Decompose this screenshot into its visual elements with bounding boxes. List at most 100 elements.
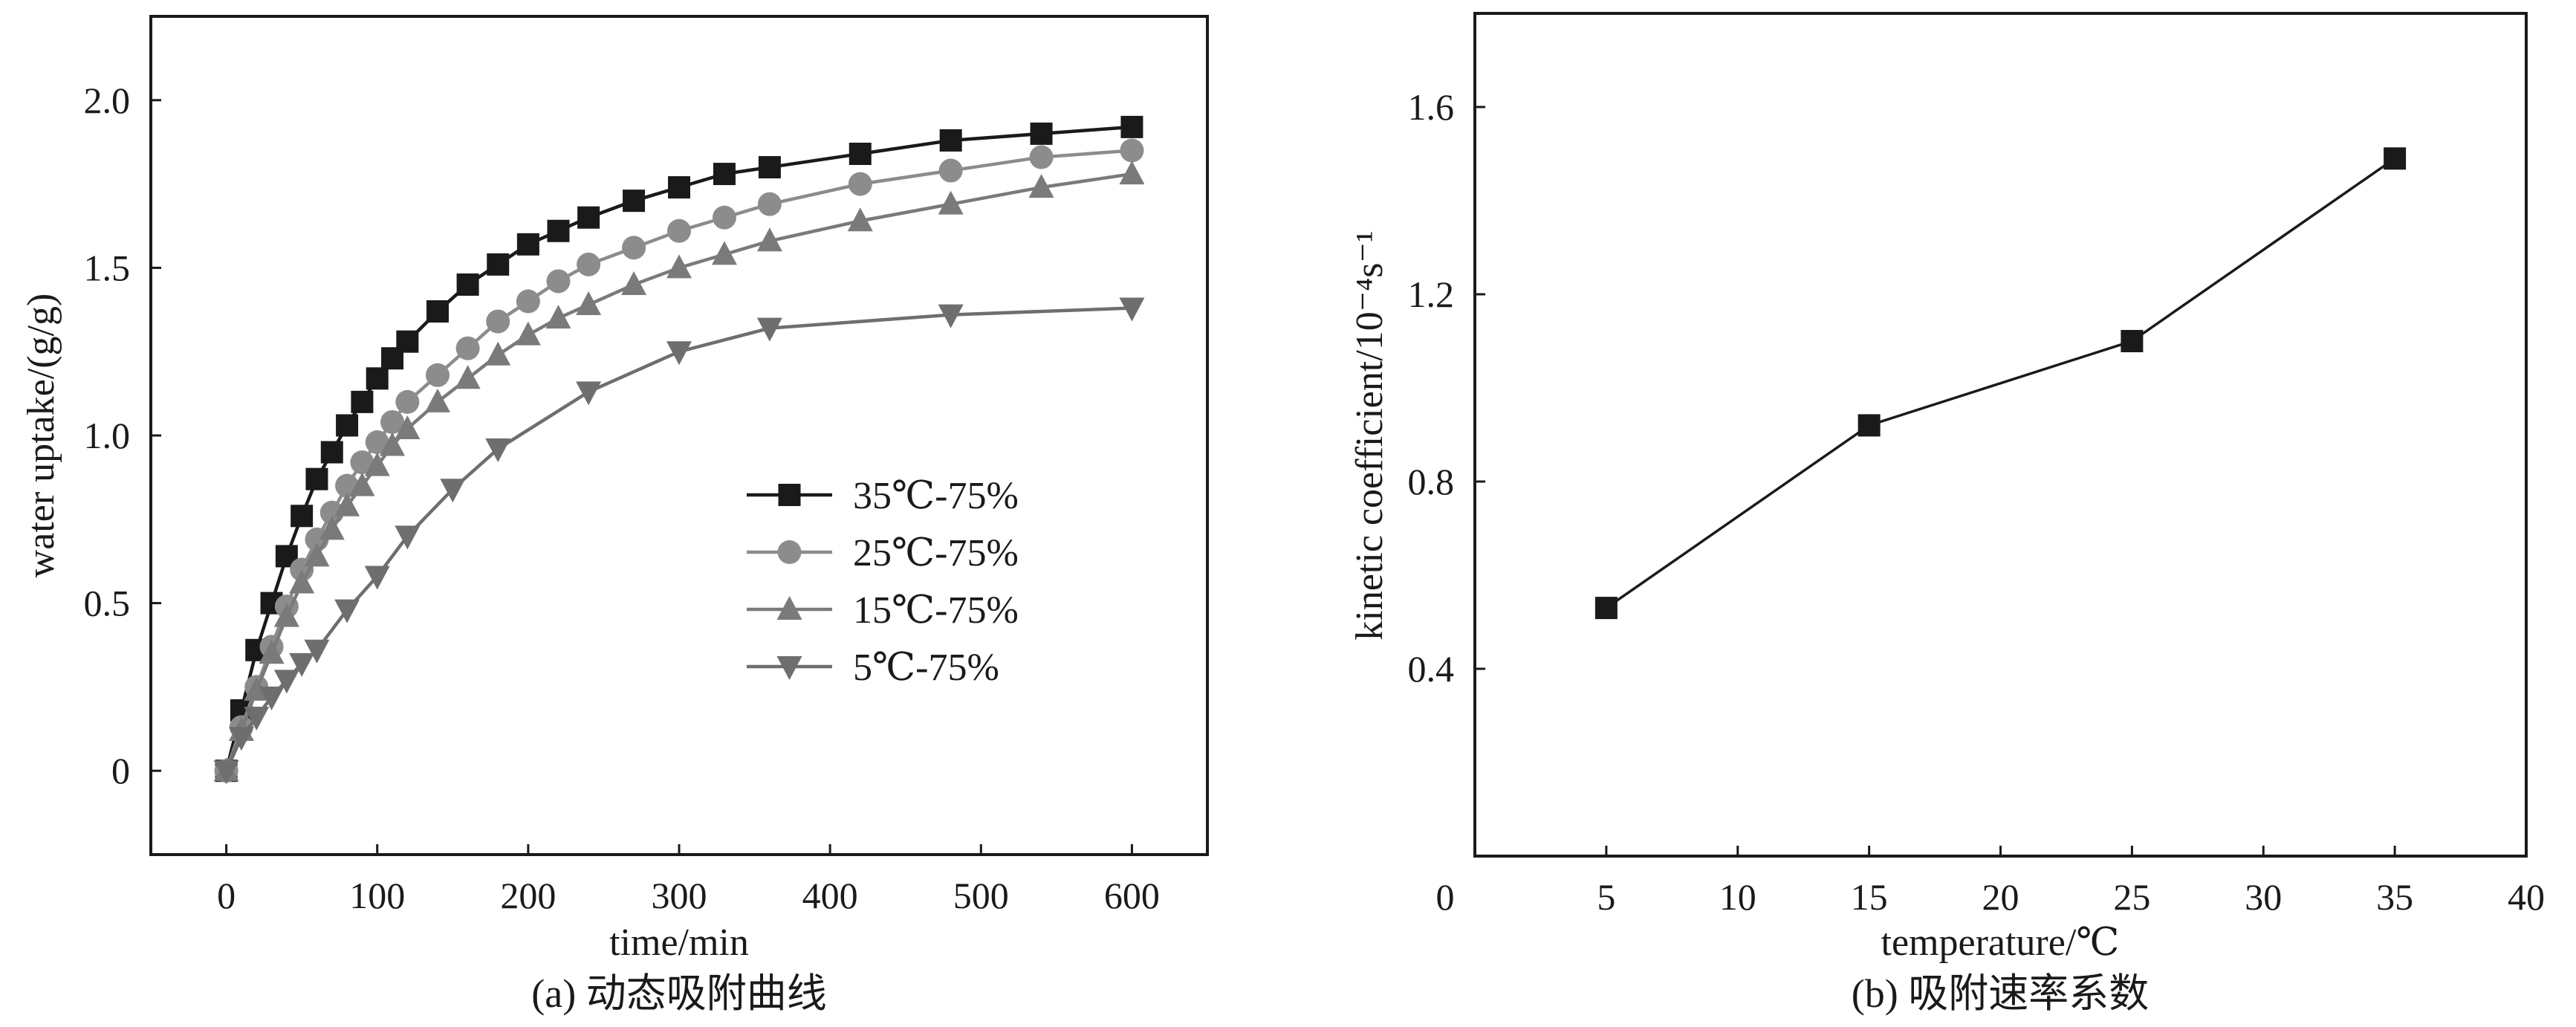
panel-a-data-point — [365, 430, 389, 455]
panel-a-x-tick-label: 100 — [349, 875, 405, 916]
panel-b-x-tick-label: 40 — [2508, 876, 2545, 918]
panel-a-data-point — [395, 415, 421, 439]
panel-a-data-point — [380, 432, 406, 456]
panel-a-data-point — [456, 273, 479, 296]
panel-a-data-point — [938, 158, 963, 183]
panel-a-legend-marker — [778, 484, 801, 506]
panel-a-data-point — [334, 492, 360, 516]
panel-b-data-point — [2384, 147, 2407, 170]
panel-a-data-point — [259, 686, 285, 710]
panel-a-data-point — [1030, 122, 1053, 145]
panel-a-dynamic-adsorption: 0 100 200 300 400 500 600 0 0.5 1.0 1.5 2.0 time/mi… — [20, 15, 1209, 1016]
panel-a-data-point — [289, 569, 315, 594]
panel-a-y-tick-label: 2.0 — [84, 80, 131, 121]
panel-b-data-point — [1594, 597, 1618, 620]
panel-a-data-point — [1120, 138, 1144, 163]
panel-b-data-point — [1858, 414, 1881, 437]
panel-b-y-tick-label: 1.6 — [1408, 86, 1455, 128]
panel-b-y-tick-label: 1.2 — [1408, 273, 1455, 315]
panel-b-x-tick-label: 10 — [1719, 876, 1756, 918]
panel-a-data-point — [621, 270, 647, 295]
panel-a-data-point — [939, 129, 962, 152]
panel-a-data-point — [426, 300, 449, 323]
panel-a-data-point — [713, 163, 736, 186]
panel-a-data-point — [424, 388, 450, 412]
panel-b-x-tick-label: 35 — [2376, 876, 2413, 918]
panel-a-data-point — [273, 603, 299, 627]
panel-a-data-point — [546, 269, 571, 294]
panel-a-legend-label: 5℃-75% — [853, 647, 999, 689]
panel-a-data-point — [259, 640, 285, 664]
panel-a-data-point — [486, 309, 510, 334]
panel-b-x-tick-label: 5 — [1597, 876, 1615, 918]
panel-b-data-point — [2121, 330, 2144, 352]
panel-a-data-point — [1029, 145, 1054, 169]
panel-a-data-point — [213, 760, 239, 785]
panel-a-data-point — [336, 414, 359, 437]
panel-a-data-point — [273, 670, 299, 694]
panel-a-data-point — [1119, 161, 1145, 185]
panel-a-data-point — [364, 452, 390, 476]
panel-a-data-point — [757, 192, 782, 216]
panel-a-legend-label: 15℃-75% — [853, 589, 1019, 632]
panel-a-data-point — [847, 207, 873, 232]
panel-b-kinetic-coefficient: 0 5 10 15 20 25 30 35 40 0.4 0.8 1.2 1.6 temperature… — [1349, 12, 2545, 1016]
panel-a-data-point — [849, 142, 872, 165]
panel-a-data-point — [351, 390, 374, 413]
panel-a-data-point — [350, 450, 374, 475]
panel-b-caption: (b) 吸附速率系数 — [1852, 971, 2149, 1016]
panel-a-data-point — [576, 381, 602, 406]
panel-b-x-tick-label: 15 — [1851, 876, 1888, 918]
panel-a-data-point — [938, 304, 964, 328]
panel-b-x-tick-label: 20 — [1982, 876, 2019, 918]
panel-a-data-point — [349, 472, 375, 496]
panel-b-x-tick-label: 25 — [2113, 876, 2150, 918]
panel-a-data-point — [938, 190, 964, 215]
panel-a-data-point — [455, 336, 480, 360]
panel-a-data-point — [756, 227, 782, 252]
panel-a-data-point — [304, 542, 330, 567]
panel-a-data-point — [516, 233, 539, 256]
panel-a-data-point — [712, 205, 736, 230]
panel-a-data-point — [395, 525, 421, 550]
panel-b-y-axis-label: kinetic coefficient/10⁻⁴s⁻¹ — [1349, 230, 1391, 640]
panel-a-data-point — [1028, 174, 1054, 198]
panel-a-data-point — [485, 438, 511, 463]
panel-a-x-axis-label: time/min — [609, 921, 749, 964]
panel-a-data-point — [364, 566, 390, 590]
panel-a-data-point — [666, 254, 692, 279]
panel-a-data-point — [1119, 297, 1145, 322]
panel-a-data-point — [319, 516, 345, 540]
panel-a-data-point — [666, 341, 692, 366]
panel-a-data-point — [395, 389, 420, 414]
panel-a-data-point — [485, 341, 511, 366]
panel-a-y-tick-label: 0 — [111, 750, 130, 791]
panel-a-x-tick-label: 500 — [953, 875, 1009, 916]
panel-a-legend-label: 25℃-75% — [853, 532, 1019, 574]
panel-b-y-tick-label: 0.4 — [1408, 648, 1455, 690]
panel-b-x-tick-label: 0 — [1436, 876, 1455, 918]
panel-a-legend-label: 35℃-75% — [853, 475, 1019, 517]
panel-a-data-point — [228, 727, 254, 751]
panel-a-data-point — [576, 291, 602, 316]
panel-a-x-tick-label: 0 — [217, 875, 236, 916]
panel-a-data-point — [577, 252, 601, 276]
panel-a-data-point — [487, 253, 510, 276]
panel-a-data-point — [244, 676, 270, 701]
panel-a-data-point — [455, 365, 481, 389]
panel-a-data-point — [289, 652, 315, 677]
panel-a-data-point — [516, 289, 540, 314]
panel-a-data-point — [380, 409, 405, 434]
panel-a-data-point — [320, 441, 343, 464]
panel-a-data-point — [622, 236, 646, 260]
panel-a-data-point — [758, 156, 781, 179]
panel-a-data-point — [440, 479, 466, 503]
panel-a-caption: (a) 动态吸附曲线 — [531, 971, 826, 1016]
panel-a-data-point — [425, 363, 450, 387]
panel-a-data-point — [756, 317, 782, 342]
panel-a-legend-marker — [777, 540, 802, 564]
panel-a-data-point — [334, 599, 360, 623]
panel-a-data-point — [291, 505, 314, 528]
panel-a-data-point — [623, 189, 646, 213]
panel-a-data-point — [244, 707, 270, 731]
